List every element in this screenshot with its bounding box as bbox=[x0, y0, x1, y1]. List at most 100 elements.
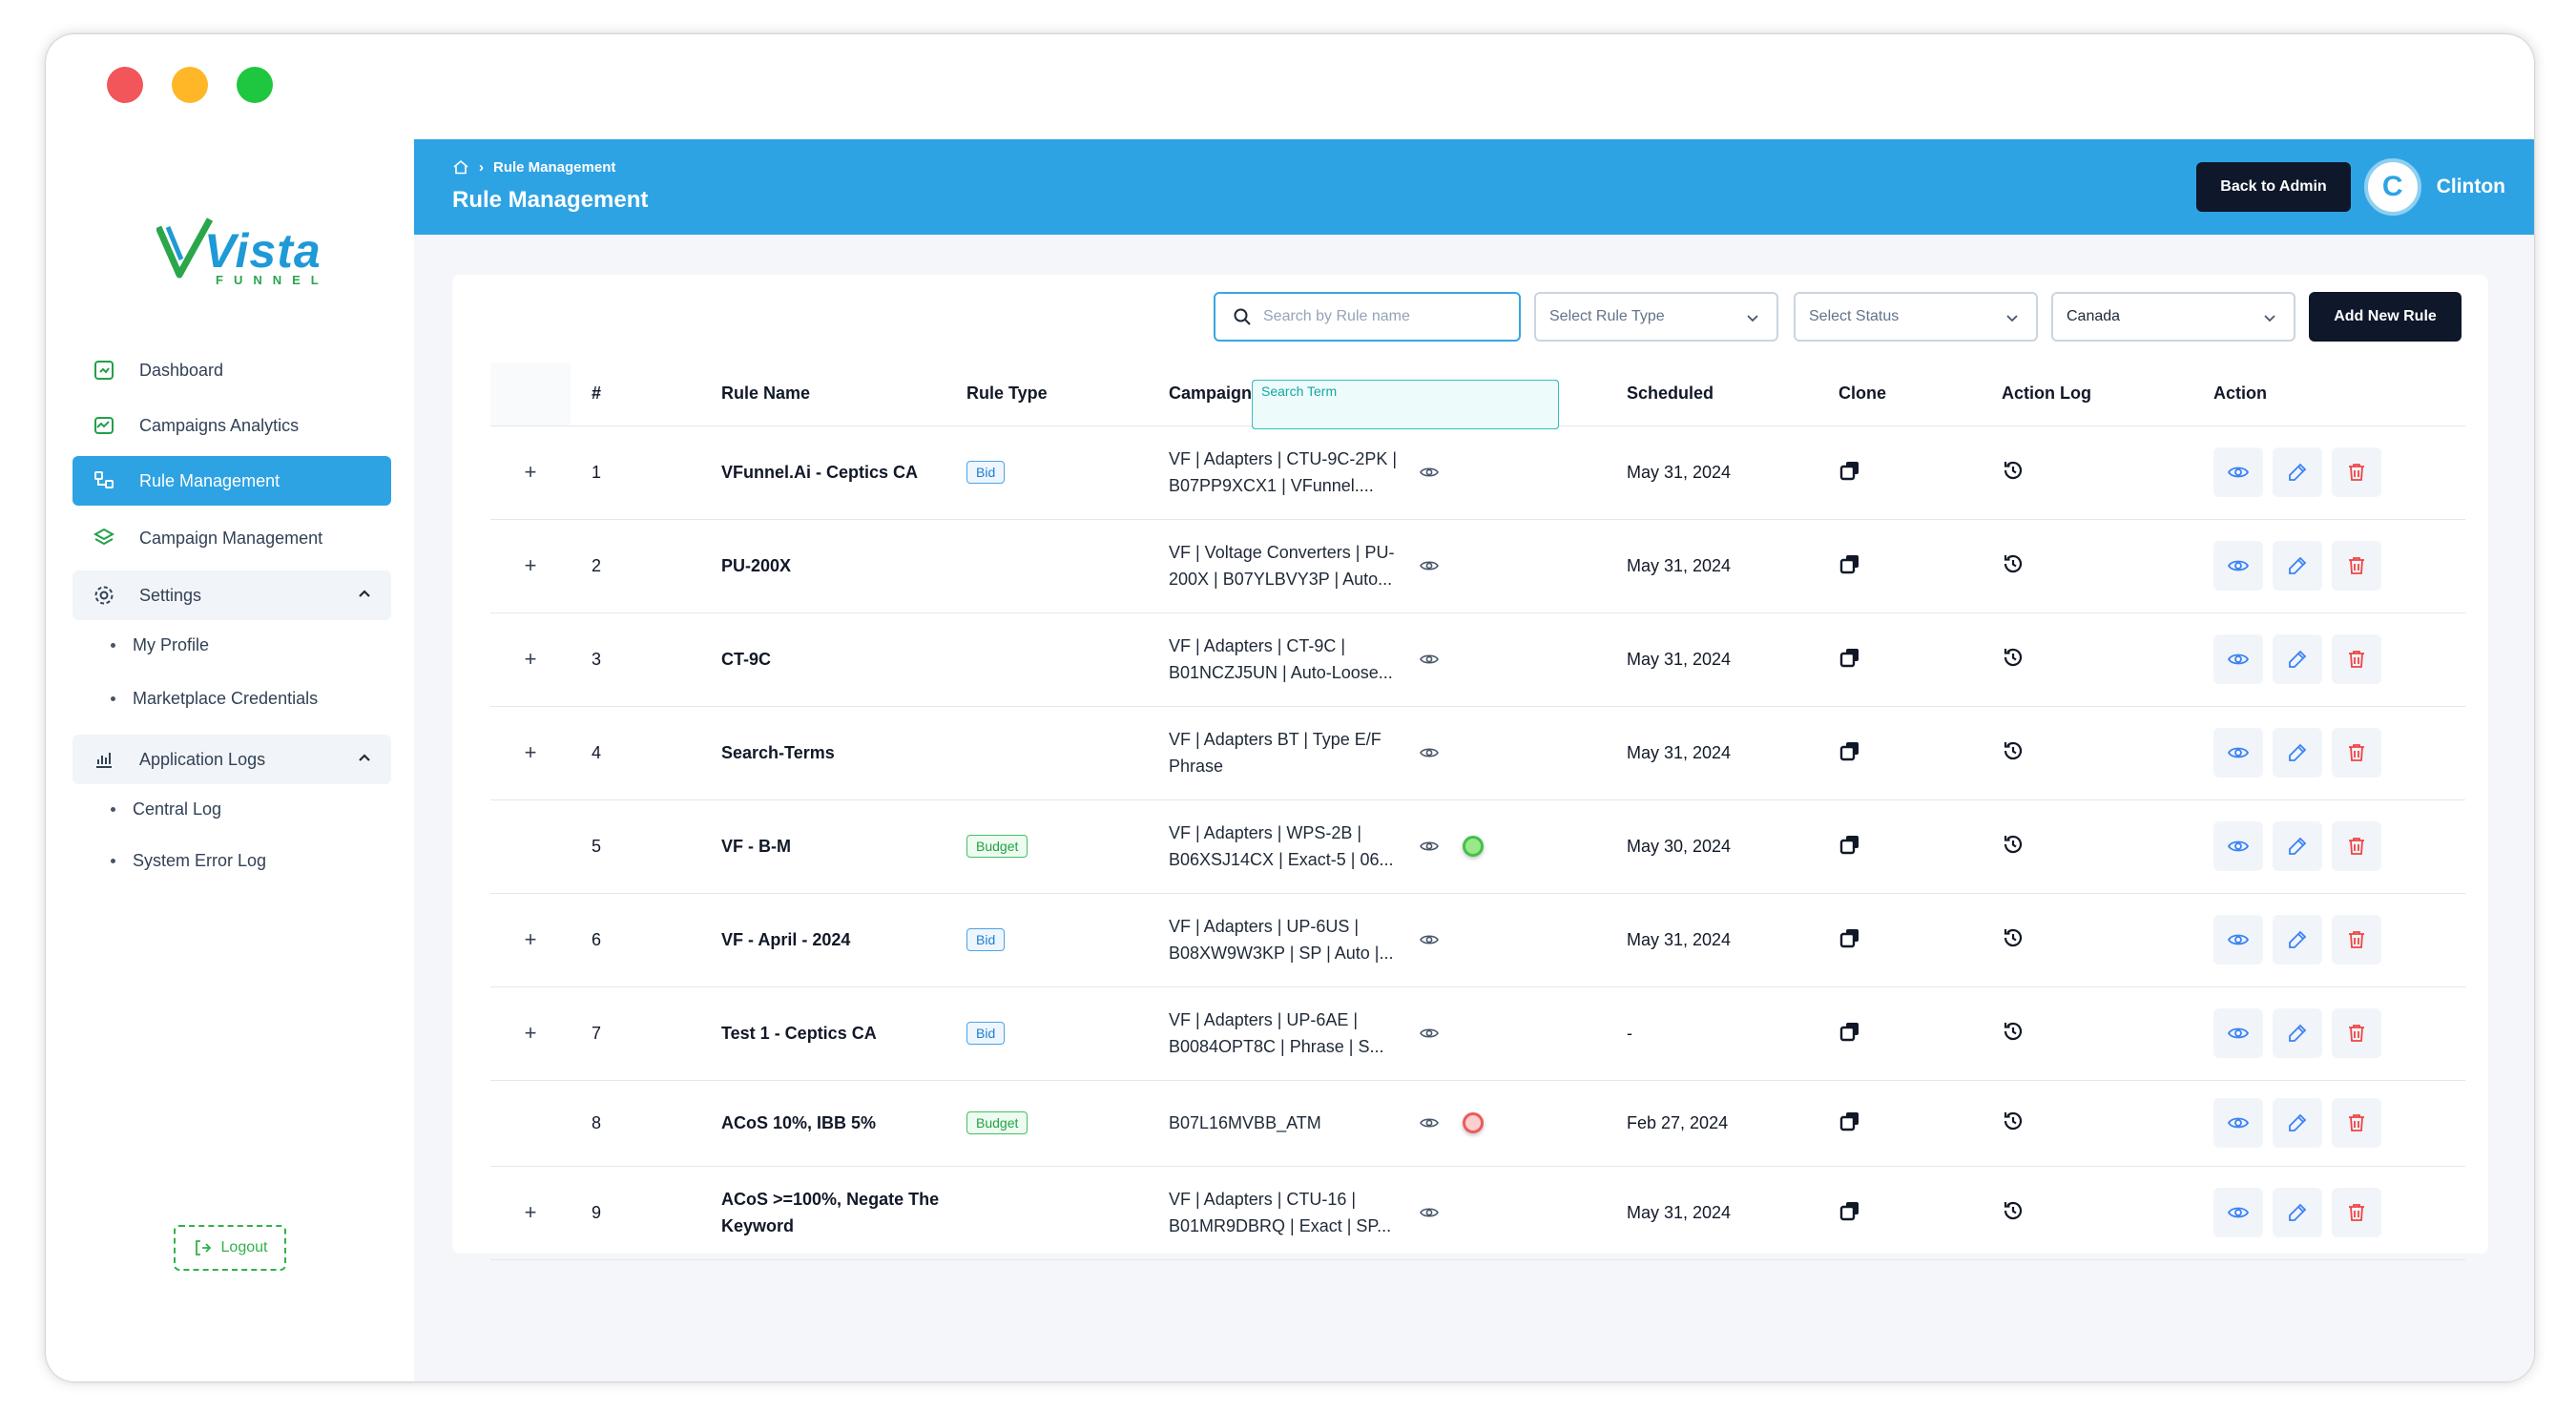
close-window-button[interactable] bbox=[107, 67, 143, 103]
edit-button[interactable] bbox=[2273, 541, 2322, 591]
expand-toggle[interactable]: + bbox=[490, 425, 571, 520]
history-icon[interactable] bbox=[2002, 552, 2025, 575]
clone-icon[interactable] bbox=[1839, 1199, 1861, 1222]
edit-button[interactable] bbox=[2273, 1008, 2322, 1058]
rule-type-select[interactable]: Select Rule Type bbox=[1534, 292, 1778, 342]
view-campaigns-eye-icon[interactable] bbox=[1419, 649, 1440, 670]
expand-toggle[interactable] bbox=[490, 1080, 571, 1167]
expand-toggle[interactable] bbox=[490, 799, 571, 894]
clone-icon[interactable] bbox=[1839, 459, 1861, 482]
delete-button[interactable] bbox=[2332, 634, 2381, 684]
edit-button[interactable] bbox=[2273, 915, 2322, 965]
sidebar-subitem-my-profile[interactable]: My Profile bbox=[111, 635, 209, 655]
table-row[interactable]: + 4 Search-Terms Search Term VF | Adapte… bbox=[490, 380, 2465, 800]
sidebar-item-rule-management[interactable]: Rule Management bbox=[73, 456, 391, 506]
history-icon[interactable] bbox=[2002, 1199, 2025, 1222]
sidebar-group-application-logs[interactable]: Application Logs bbox=[73, 735, 391, 784]
table-row[interactable]: + 6 VF - April - 2024 Bid VF | Adapters … bbox=[490, 893, 2465, 987]
status-select[interactable]: Select Status bbox=[1794, 292, 2038, 342]
user-name[interactable]: Clinton bbox=[2436, 176, 2505, 197]
rule-name[interactable]: VF - April - 2024 bbox=[721, 930, 851, 949]
expand-toggle[interactable]: + bbox=[490, 893, 571, 987]
table-row[interactable]: + 1 VFunnel.Ai - Ceptics CA Bid VF | Ada… bbox=[490, 425, 2465, 520]
table-row[interactable]: 8 ACoS 10%, IBB 5% Budget B07L16MVBB_ATM… bbox=[490, 1080, 2465, 1167]
view-button[interactable] bbox=[2213, 1188, 2263, 1237]
view-button[interactable] bbox=[2213, 1098, 2263, 1148]
sidebar-subitem-system-error-log[interactable]: System Error Log bbox=[111, 851, 266, 871]
maximize-window-button[interactable] bbox=[237, 67, 273, 103]
clone-icon[interactable] bbox=[1839, 1110, 1861, 1132]
view-button[interactable] bbox=[2213, 634, 2263, 684]
edit-button[interactable] bbox=[2273, 447, 2322, 497]
clone-icon[interactable] bbox=[1839, 739, 1861, 762]
logout-button[interactable]: Logout bbox=[174, 1225, 286, 1271]
rule-name[interactable]: ACoS >=100%, Negate The Keyword bbox=[721, 1190, 940, 1235]
clone-icon[interactable] bbox=[1839, 1020, 1861, 1043]
delete-button[interactable] bbox=[2332, 1188, 2381, 1237]
clone-icon[interactable] bbox=[1839, 552, 1861, 575]
edit-button[interactable] bbox=[2273, 1098, 2322, 1148]
brand-logo[interactable]: Vista FUNNEL bbox=[156, 216, 321, 292]
delete-button[interactable] bbox=[2332, 1098, 2381, 1148]
expand-toggle[interactable]: + bbox=[490, 519, 571, 613]
table-row[interactable]: + 3 CT-9C Search Term VF | Adapters | CT… bbox=[490, 380, 2465, 707]
back-to-admin-button[interactable]: Back to Admin bbox=[2196, 162, 2351, 212]
sidebar-group-settings[interactable]: Settings bbox=[73, 571, 391, 620]
table-row[interactable]: + 9 ACoS >=100%, Negate The Keyword Sear… bbox=[490, 380, 2465, 1260]
expand-toggle[interactable]: + bbox=[490, 706, 571, 800]
sidebar-item-dashboard[interactable]: Dashboard bbox=[73, 345, 391, 395]
sidebar-item-campaign-management[interactable]: Campaign Management bbox=[73, 513, 391, 563]
marketplace-select[interactable]: Canada bbox=[2051, 292, 2296, 342]
clone-icon[interactable] bbox=[1839, 646, 1861, 669]
view-campaigns-eye-icon[interactable] bbox=[1419, 555, 1440, 576]
view-campaigns-eye-icon[interactable] bbox=[1419, 1202, 1440, 1223]
rule-name[interactable]: PU-200X bbox=[721, 556, 792, 575]
edit-button[interactable] bbox=[2273, 728, 2322, 778]
view-campaigns-eye-icon[interactable] bbox=[1419, 836, 1440, 857]
view-button[interactable] bbox=[2213, 541, 2263, 591]
rule-name[interactable]: CT-9C bbox=[721, 650, 772, 669]
delete-button[interactable] bbox=[2332, 821, 2381, 871]
add-new-rule-button[interactable]: Add New Rule bbox=[2309, 292, 2462, 342]
expand-toggle[interactable]: + bbox=[490, 986, 571, 1081]
home-icon[interactable] bbox=[452, 158, 469, 176]
view-button[interactable] bbox=[2213, 728, 2263, 778]
clone-icon[interactable] bbox=[1839, 833, 1861, 856]
sidebar-item-campaigns-analytics[interactable]: Campaigns Analytics bbox=[73, 401, 391, 450]
history-icon[interactable] bbox=[2002, 646, 2025, 669]
rule-name[interactable]: VF - B-M bbox=[721, 837, 791, 856]
view-button[interactable] bbox=[2213, 447, 2263, 497]
rule-name[interactable]: Test 1 - Ceptics CA bbox=[721, 1024, 877, 1043]
breadcrumb-current[interactable]: Rule Management bbox=[493, 158, 616, 176]
history-icon[interactable] bbox=[2002, 833, 2025, 856]
delete-button[interactable] bbox=[2332, 1008, 2381, 1058]
view-campaigns-eye-icon[interactable] bbox=[1419, 1023, 1440, 1044]
view-campaigns-eye-icon[interactable] bbox=[1419, 929, 1440, 950]
view-button[interactable] bbox=[2213, 915, 2263, 965]
history-icon[interactable] bbox=[2002, 1020, 2025, 1043]
status-toggle[interactable] bbox=[1463, 836, 1484, 857]
rule-name[interactable]: Search-Terms bbox=[721, 743, 835, 762]
view-button[interactable] bbox=[2213, 1008, 2263, 1058]
history-icon[interactable] bbox=[2002, 926, 2025, 949]
rule-name[interactable]: VFunnel.Ai - Ceptics CA bbox=[721, 463, 919, 482]
edit-button[interactable] bbox=[2273, 1188, 2322, 1237]
avatar[interactable]: C bbox=[2363, 158, 2421, 216]
status-toggle[interactable] bbox=[1463, 1112, 1484, 1133]
view-button[interactable] bbox=[2213, 821, 2263, 871]
sidebar-subitem-central-log[interactable]: Central Log bbox=[111, 799, 221, 820]
table-row[interactable]: + 2 PU-200X Search Term VF | Voltage Con… bbox=[490, 380, 2465, 613]
edit-button[interactable] bbox=[2273, 821, 2322, 871]
delete-button[interactable] bbox=[2332, 541, 2381, 591]
expand-toggle[interactable]: + bbox=[490, 612, 571, 707]
table-row[interactable]: 5 VF - B-M Budget VF | Adapters | WPS-2B… bbox=[490, 799, 2465, 894]
delete-button[interactable] bbox=[2332, 728, 2381, 778]
delete-button[interactable] bbox=[2332, 447, 2381, 497]
clone-icon[interactable] bbox=[1839, 926, 1861, 949]
minimize-window-button[interactable] bbox=[172, 67, 208, 103]
user-menu[interactable]: C Clinton bbox=[2363, 158, 2505, 216]
expand-toggle[interactable]: + bbox=[490, 1166, 571, 1260]
sidebar-subitem-marketplace-credentials[interactable]: Marketplace Credentials bbox=[111, 689, 318, 709]
table-row[interactable]: + 7 Test 1 - Ceptics CA Bid VF | Adapter… bbox=[490, 986, 2465, 1081]
history-icon[interactable] bbox=[2002, 739, 2025, 762]
